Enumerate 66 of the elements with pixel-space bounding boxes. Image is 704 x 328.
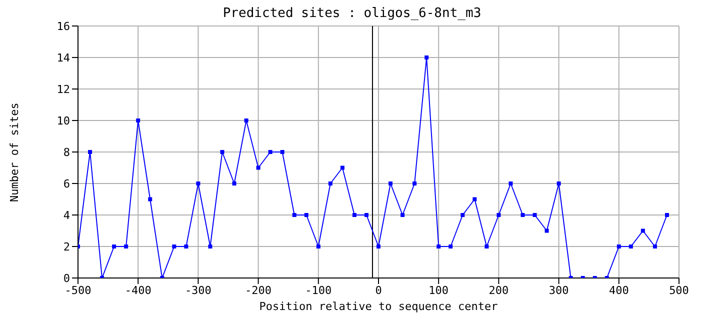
point [184, 244, 188, 248]
point [496, 213, 501, 217]
point [196, 182, 200, 186]
x-tick-label: -500 [64, 284, 92, 297]
point [124, 244, 128, 248]
point [328, 182, 332, 186]
point [148, 197, 152, 202]
y-axis-title: Number of sites [8, 102, 21, 202]
point [376, 244, 380, 248]
y-tick-label: 10 [56, 114, 70, 128]
point [520, 213, 525, 217]
point [664, 213, 669, 217]
y-tick-label: 4 [63, 208, 70, 222]
x-tick-label: 0 [375, 284, 382, 297]
point [256, 166, 260, 170]
point [544, 228, 549, 233]
point [640, 228, 645, 233]
point [652, 244, 657, 248]
y-tick-label: 2 [63, 240, 70, 254]
point [112, 244, 116, 248]
point [136, 118, 140, 122]
chart-title: Predicted sites : oligos_6-8nt_m3 [222, 6, 482, 21]
point [268, 150, 272, 154]
point [364, 213, 368, 217]
point [508, 182, 513, 186]
x-axis-title: Position relative to sequence center [259, 300, 498, 313]
x-tick-label: -300 [184, 284, 212, 297]
x-tick-label: 200 [488, 284, 509, 297]
point [280, 150, 284, 154]
point [472, 197, 477, 202]
point [448, 244, 453, 248]
point [352, 213, 356, 217]
point [556, 182, 561, 186]
x-tick-label: 500 [669, 284, 689, 297]
point [316, 244, 320, 248]
point [436, 244, 441, 248]
point [412, 182, 417, 186]
point [460, 213, 465, 217]
point [484, 244, 489, 248]
point [220, 150, 224, 154]
point [244, 118, 248, 122]
y-tick-label: 16 [56, 20, 70, 33]
point [232, 182, 236, 186]
x-tick-label: 100 [428, 284, 449, 297]
point [292, 213, 296, 217]
x-tick-label: -100 [305, 284, 332, 297]
y-tick-label: 0 [63, 272, 70, 285]
point [532, 213, 537, 217]
x-tick-label: 400 [608, 284, 629, 297]
x-tick-label: -200 [245, 284, 272, 297]
point [208, 244, 212, 248]
point [304, 213, 308, 217]
y-tick-label: 8 [63, 146, 70, 159]
point [340, 166, 344, 170]
point [424, 56, 429, 60]
point [616, 244, 621, 248]
point [628, 244, 633, 248]
y-tick-label: 14 [56, 51, 70, 64]
x-tick-label: -400 [124, 284, 152, 297]
point [88, 150, 92, 154]
point [400, 213, 405, 217]
y-tick-label: 6 [63, 177, 70, 190]
point [172, 244, 176, 248]
point [388, 182, 393, 186]
x-tick-label: 300 [548, 284, 569, 297]
y-tick-label: 12 [56, 82, 70, 96]
